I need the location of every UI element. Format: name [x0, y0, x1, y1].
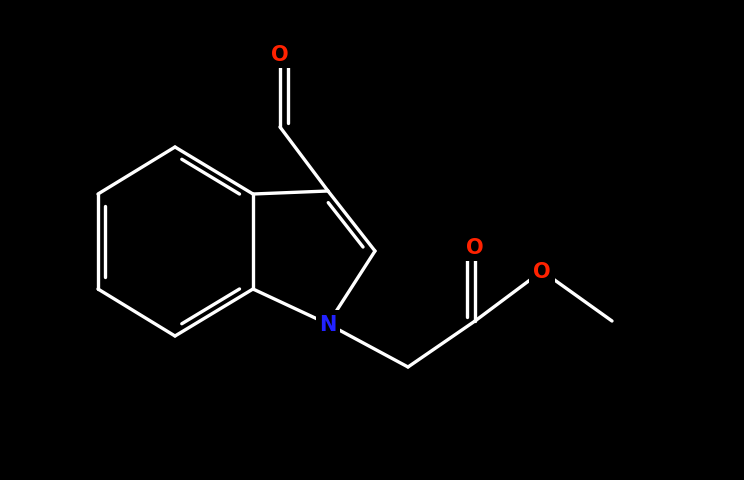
Text: O: O [466, 238, 484, 257]
Text: O: O [271, 45, 289, 65]
Text: N: N [319, 314, 337, 334]
Text: O: O [533, 262, 551, 281]
